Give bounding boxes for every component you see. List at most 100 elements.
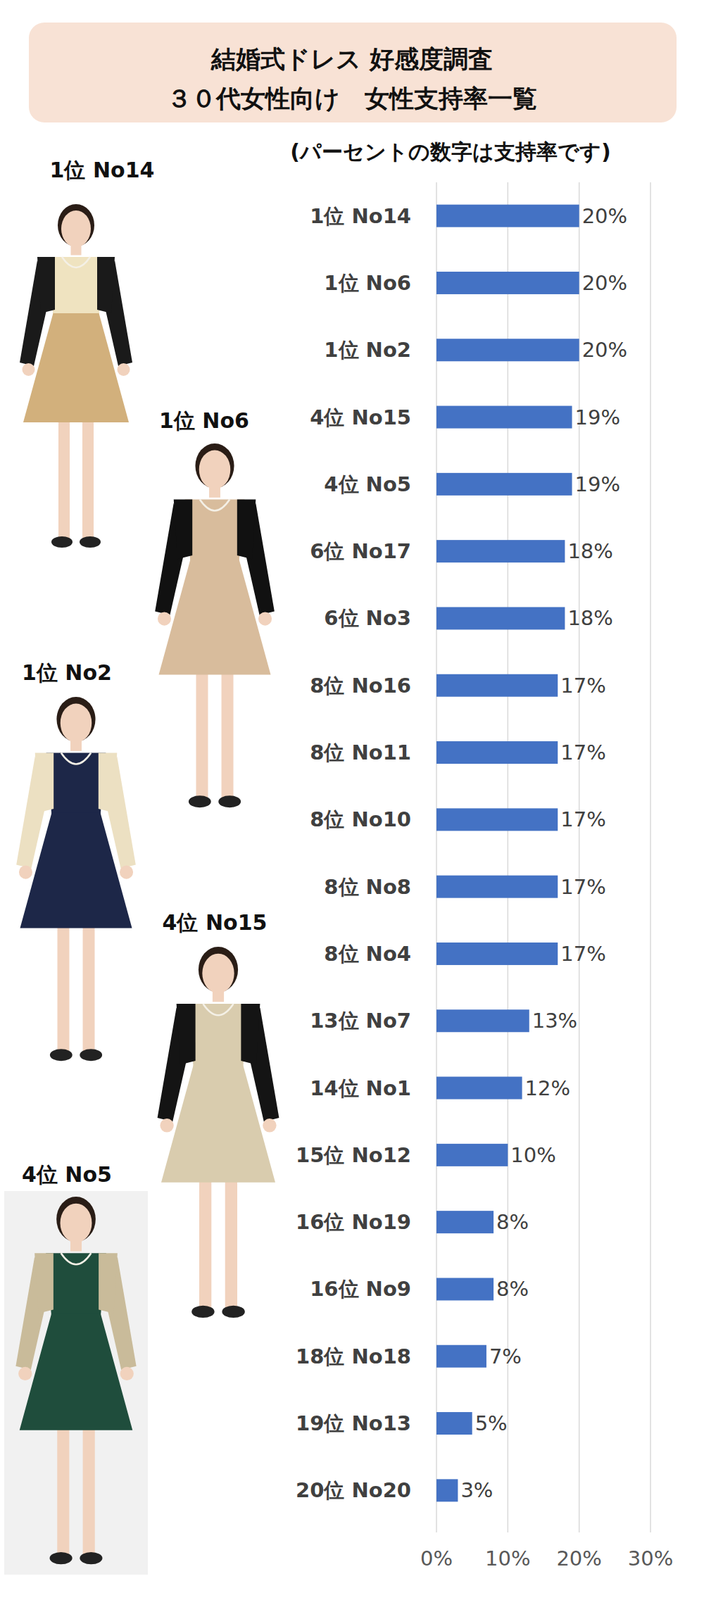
shoe [218, 795, 241, 808]
jacket [240, 1003, 260, 1065]
necklace [199, 499, 230, 512]
data-label: 17% [560, 740, 606, 765]
neck [212, 990, 224, 1002]
data-label: 20% [582, 337, 628, 362]
leg [82, 415, 94, 539]
bar [436, 741, 558, 764]
data-label: 18% [567, 606, 613, 631]
data-label: 8% [496, 1277, 529, 1301]
subtitle: ３０代女性向け 女性支持率一覧 [166, 84, 538, 113]
skirt [23, 313, 129, 423]
photo-label: 4位 No15 [162, 910, 268, 935]
data-label: 8% [496, 1210, 529, 1235]
leg [225, 1174, 238, 1309]
leg [57, 920, 70, 1052]
dress-figure [16, 696, 136, 1061]
grid-line [578, 182, 581, 1533]
category-label: 20位 No20 [295, 1478, 412, 1503]
category-label: 13位 No7 [309, 1008, 412, 1033]
shoe [79, 1552, 103, 1565]
shoe [221, 1305, 245, 1318]
bar [436, 606, 565, 630]
data-label: 17% [560, 941, 606, 966]
category-label: 19位 No13 [295, 1411, 412, 1436]
tick-label: 30% [627, 1546, 674, 1571]
head [60, 1203, 93, 1244]
leg [57, 1422, 69, 1555]
photo-label: 1位 No6 [159, 408, 250, 433]
jacket [176, 1003, 196, 1065]
neck [71, 244, 82, 256]
category-label: 1位 No2 [323, 337, 412, 362]
grid-line [507, 182, 509, 1533]
grid-line [649, 182, 652, 1533]
head [199, 450, 231, 490]
photo-label: 1位 No2 [21, 660, 112, 685]
bar [436, 1345, 487, 1368]
category-label: 4位 No5 [323, 472, 412, 497]
data-label: 12% [525, 1076, 571, 1101]
chart-root: 結婚式ドレス 好感度調査３０代女性向け 女性支持率一覧(パーセントの数字は支持率… [0, 0, 704, 1600]
jacket [173, 499, 193, 560]
bar [436, 875, 558, 899]
jacket [37, 256, 55, 314]
shoe [188, 795, 212, 808]
jacket [98, 753, 118, 814]
bodice [45, 1253, 107, 1318]
data-label: 17% [560, 673, 606, 698]
bar [436, 1412, 473, 1435]
bar [436, 808, 558, 831]
necklace [202, 1003, 234, 1016]
title: 結婚式ドレス 好感度調査 [210, 45, 493, 74]
hand [258, 612, 272, 626]
bar [436, 1479, 458, 1502]
photo-background [4, 1191, 148, 1575]
data-label: 10% [510, 1143, 556, 1168]
category-label: 6位 No3 [323, 606, 412, 631]
shoe [49, 1048, 73, 1061]
necklace [61, 256, 91, 268]
bar [436, 1077, 523, 1100]
dress-figure [4, 1191, 148, 1575]
bar [436, 1210, 494, 1234]
dress-figure [157, 946, 280, 1318]
hand [120, 1367, 134, 1381]
hand [18, 1367, 32, 1381]
data-label: 3% [460, 1478, 493, 1503]
hand [22, 363, 36, 376]
skirt [20, 812, 133, 928]
category-label: 6位 No17 [309, 539, 412, 564]
category-label: 16位 No9 [309, 1277, 412, 1301]
bar [436, 406, 573, 429]
data-label: 17% [560, 807, 606, 832]
data-label: 18% [567, 539, 613, 564]
category-label: 1位 No6 [323, 271, 412, 295]
bodice [46, 753, 107, 817]
tick-label: 0% [420, 1546, 453, 1571]
leg [83, 1422, 96, 1555]
bodice [187, 1003, 249, 1069]
category-label: 4位 No15 [309, 405, 412, 430]
tick-label: 20% [556, 1546, 602, 1571]
photo-label: 1位 No14 [49, 157, 155, 183]
necklace [61, 1253, 92, 1265]
data-label: 20% [582, 271, 628, 295]
category-label: 1位 No14 [309, 204, 412, 229]
category-label: 18位 No18 [295, 1344, 412, 1369]
head [202, 953, 234, 994]
category-label: 8位 No8 [323, 875, 412, 900]
data-label: 13% [532, 1008, 578, 1033]
skirt [161, 1064, 276, 1183]
jacket [97, 256, 115, 314]
leg [58, 415, 70, 539]
head [61, 210, 91, 248]
leg [199, 1174, 212, 1309]
bar [436, 338, 580, 362]
neck [70, 739, 82, 752]
category-label: 16位 No19 [295, 1210, 412, 1235]
category-label: 8位 No4 [323, 941, 412, 966]
category-label: 15位 No12 [295, 1143, 412, 1168]
bar [436, 539, 565, 563]
hair [57, 204, 95, 247]
hand [117, 363, 131, 376]
